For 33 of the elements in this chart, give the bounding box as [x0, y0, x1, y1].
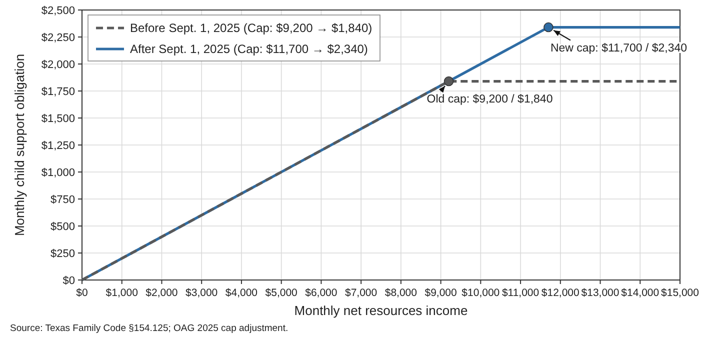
y-tick-label: $750 — [50, 194, 75, 206]
y-tick-label: $1,500 — [41, 113, 75, 125]
y-tick-label: $250 — [50, 248, 75, 260]
y-tick-label: $1,750 — [41, 86, 75, 98]
x-tick-label: $9,000 — [424, 287, 458, 299]
y-tick-label: $500 — [50, 221, 75, 233]
x-tick-label: $0 — [76, 287, 88, 299]
x-axis-title: Monthly net resources income — [294, 303, 468, 318]
y-tick-label: $1,250 — [41, 140, 75, 152]
source-note: Source: Texas Family Code §154.125; OAG 2025 cap adjustment. — [10, 323, 288, 334]
x-tick-label: $8,000 — [384, 287, 418, 299]
legend-label: Before Sept. 1, 2025 (Cap: $9,200 → $1,840) — [130, 21, 372, 35]
x-tick-label: $14,000 — [621, 287, 660, 299]
x-tick-label: $5,000 — [265, 287, 298, 299]
annotation: Old cap: $9,200 / $1,840 — [426, 93, 553, 106]
x-tick-label: $10,000 — [462, 287, 500, 299]
x-tick-label: $3,000 — [186, 287, 218, 299]
x-tick-label: $6,000 — [305, 287, 338, 299]
legend-label: After Sept. 1, 2025 (Cap: $11,700 → $2,340) — [130, 42, 368, 56]
x-tick-label: $11,000 — [502, 287, 540, 299]
x-tick-label: $4,000 — [225, 287, 258, 299]
x-tick-label: $12,000 — [541, 287, 580, 299]
y-tick-label: $1,000 — [41, 167, 75, 179]
x-tick-label: $2,000 — [146, 287, 178, 299]
y-tick-label: $2,000 — [41, 59, 75, 71]
y-tick-label: $2,250 — [41, 32, 75, 44]
y-tick-label: $0 — [62, 275, 75, 287]
y-axis-title: Monthly child support obligation — [12, 54, 27, 236]
x-tick-label: $7,000 — [345, 287, 378, 299]
x-tick-label: $1,000 — [106, 287, 138, 299]
y-tick-label: $2,500 — [41, 5, 75, 17]
x-tick-label: $13,000 — [581, 287, 620, 299]
x-tick-label: $15,000 — [661, 287, 700, 299]
